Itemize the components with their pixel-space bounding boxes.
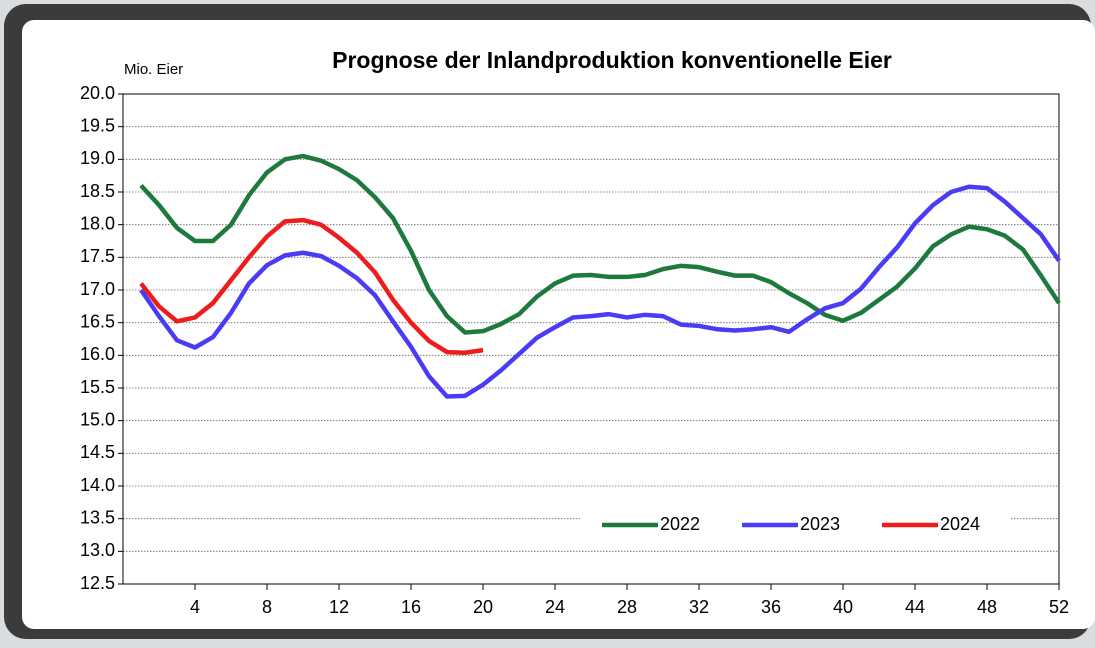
x-tick-label: 28: [617, 597, 637, 617]
y-tick-label: 14.5: [80, 442, 115, 462]
y-tick-label: 15.5: [80, 377, 115, 397]
x-tick-label: 44: [905, 597, 925, 617]
y-tick-label: 18.0: [80, 213, 115, 233]
x-tick-label: 20: [473, 597, 493, 617]
series-line: [139, 184, 1061, 399]
x-tick-label: 48: [977, 597, 997, 617]
legend-label: 2022: [660, 514, 700, 534]
y-tick-label: 19.0: [80, 148, 115, 168]
y-tick-label: 13.0: [80, 540, 115, 560]
y-tick-label: 19.5: [80, 115, 115, 135]
y-tick-label: 14.0: [80, 475, 115, 495]
chart-title: Prognose der Inlandproduktion konvention…: [332, 47, 892, 73]
y-tick-label: 17.5: [80, 246, 115, 266]
y-tick-label: 18.5: [80, 181, 115, 201]
x-tick-label: 52: [1049, 597, 1069, 617]
x-tick-label: 16: [401, 597, 421, 617]
y-tick-label: 16.0: [80, 344, 115, 364]
plot-border: [122, 93, 1060, 585]
x-tick-label: 40: [833, 597, 853, 617]
series-line: [139, 153, 1061, 335]
x-tick-label: 12: [329, 597, 349, 617]
x-tick-label: 32: [689, 597, 709, 617]
y-tick-label: 20.0: [80, 83, 115, 103]
x-tick-label: 36: [761, 597, 781, 617]
y-tick-label: 16.5: [80, 311, 115, 331]
series-line: [139, 217, 484, 355]
y-tick-label: 15.0: [80, 409, 115, 429]
legend-label: 2023: [800, 514, 840, 534]
x-tick-label: 8: [262, 597, 272, 617]
x-tick-label: 24: [545, 597, 565, 617]
y-axis-label: Mio. Eier: [124, 61, 183, 78]
x-tick-label: 4: [190, 597, 200, 617]
y-tick-label: 13.5: [80, 507, 115, 527]
y-tick-label: 17.0: [80, 279, 115, 299]
y-tick-label: 12.5: [80, 573, 115, 593]
legend-label: 2024: [940, 514, 980, 534]
